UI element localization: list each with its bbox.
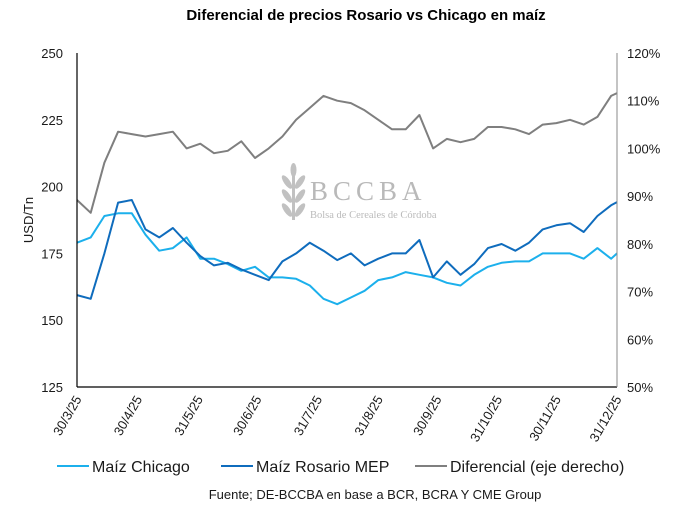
watermark-subtitle: Bolsa de Cereales de Córdoba [310, 210, 437, 221]
bccba-watermark: BCCBA Bolsa de Cereales de Córdoba [281, 163, 437, 221]
x-tick-label: 30/4/25 [111, 393, 146, 438]
y-tick-label: 175 [41, 246, 63, 261]
series-line-ma-z-chicago [76, 212, 618, 306]
legend-label: Maíz Rosario MEP [256, 459, 389, 476]
y-right-tick-label: 90% [627, 189, 653, 204]
legend-item: Maíz Rosario MEP [221, 459, 389, 476]
x-tick-label: 31/8/25 [351, 393, 386, 438]
y-right-tick-label: 70% [627, 285, 653, 300]
y-tick-label: 225 [41, 113, 63, 128]
x-tick-label: 31/5/25 [171, 393, 206, 438]
y-right-tick-label: 60% [627, 332, 653, 347]
y-axis-label: USD/Tn [21, 197, 36, 243]
series-line-ma-z-rosario-mep [76, 199, 618, 300]
legend: Maíz Chicago Maíz Rosario MEP Diferencial … [57, 459, 624, 476]
y-right-tick-label: 100% [627, 141, 661, 156]
x-tick-label: 31/7/25 [291, 393, 326, 438]
watermark-title: BCCBA [310, 176, 427, 206]
chart-title: Diferencial de precios Rosario vs Chicag… [186, 7, 545, 24]
y-tick-label: 125 [41, 380, 63, 395]
legend-item: Maíz Chicago [57, 459, 190, 476]
legend-item: Diferencial (eje derecho) [415, 459, 624, 476]
y-tick-label: 150 [41, 313, 63, 328]
series-line-diferencial-eje-derecho- [76, 92, 618, 214]
y-tick-label: 200 [41, 180, 63, 195]
x-tick-label: 30/9/25 [410, 393, 445, 438]
wheat-logo-icon [281, 163, 306, 220]
y-right-tick-label: 110% [627, 94, 660, 109]
y-right-tick-label: 80% [627, 237, 653, 252]
y-tick-label: 250 [41, 46, 63, 61]
legend-label: Diferencial (eje derecho) [450, 459, 624, 476]
x-tick-label: 31/10/25 [467, 393, 505, 444]
x-tick-label: 30/3/25 [50, 393, 85, 438]
x-tick-label: 30/11/25 [526, 393, 564, 443]
x-tick-label: 30/6/25 [230, 393, 265, 438]
y-right-tick-label: 50% [627, 380, 653, 395]
x-tick-label: 31/12/25 [586, 393, 624, 444]
y-right-tick-label: 120% [627, 46, 661, 61]
legend-label: Maíz Chicago [92, 459, 190, 476]
source-note: Fuente; DE-BCCBA en base a BCR, BCRA Y C… [209, 487, 542, 502]
